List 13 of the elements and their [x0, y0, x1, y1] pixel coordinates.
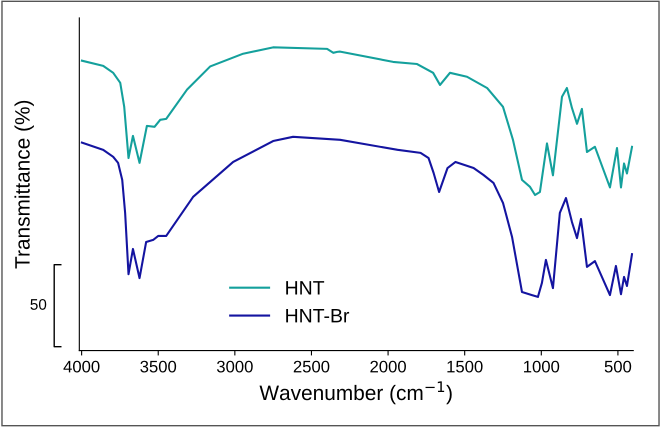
x-tick-label: 1000	[524, 360, 560, 373]
x-tick-label: 4000	[63, 360, 100, 373]
x-axis-title: Wavenumber (cm$^{−1}$)	[259, 381, 452, 404]
x-tick-label: 2000	[370, 360, 406, 373]
x-tick-label: 3000	[216, 360, 253, 373]
x-tick-label: 3500	[140, 360, 176, 373]
legend-label: HNT	[286, 281, 324, 295]
y-axis-title: Transmittance (%)	[14, 100, 34, 268]
x-tick-label: 1500	[447, 360, 483, 373]
x-tick-label: 500	[604, 360, 632, 373]
legend-label: HNT-Br	[286, 309, 350, 322]
text: 50	[30, 299, 46, 310]
x-tick-label: 2500	[294, 360, 330, 373]
